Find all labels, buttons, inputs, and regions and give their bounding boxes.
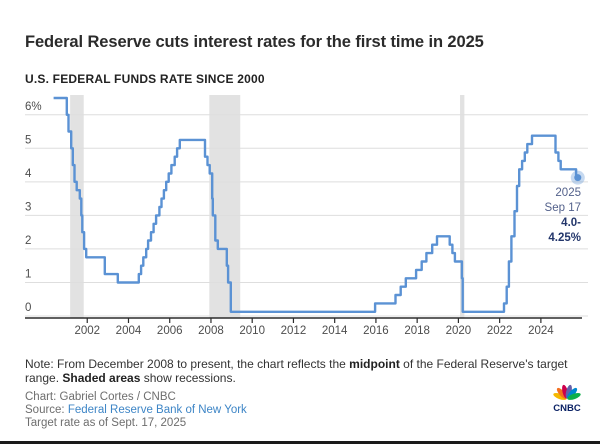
x-axis-label: 2008 [198,325,224,337]
note-text: show recessions. [140,370,236,385]
annotation-value: 4.25% [548,232,581,244]
annotation-date: 2025 [555,187,581,199]
note-text: of the Federal Reserve's target range. [25,357,568,385]
y-axis-label: 6% [25,101,42,113]
source-link[interactable]: Federal Reserve Bank of New York [67,404,247,417]
credit-source-line: Source: Federal Reserve Bank of New York [25,404,465,417]
x-axis-label: 2020 [446,325,472,337]
peacock-feather [567,392,581,400]
x-axis-label: 2014 [322,325,348,337]
end-marker-dot [574,174,582,182]
credit-as-of: Target rate as of Sept. 17, 2025 [25,417,187,430]
x-axis-label: 2010 [239,325,265,337]
note-text: Note: From December 2008 to present, the… [25,357,350,371]
fed-funds-chart: 6% 5 4 3 2 1 0 2002 2004 2006 2008 2010 2012 2014 2016… [25,95,588,337]
y-axis-label: 0 [25,302,31,314]
bottom-divider [0,441,600,444]
page-title: Federal Reserve cuts interest rates for … [25,33,484,52]
y-axis-label: 3 [25,201,31,213]
y-axis-label: 2 [25,235,31,247]
cnbc-logo-text: CNBC [553,403,581,414]
annotation-date: Sep 17 [545,202,581,214]
recession-band [460,95,465,318]
x-axis-label: 2004 [116,325,142,337]
peacock-feather [553,392,567,400]
x-axis-label: 2024 [528,325,554,337]
x-axis-label: 2022 [487,325,513,337]
x-axis-label: 2006 [157,325,183,337]
x-axis-label: 2018 [404,325,430,337]
annotation-value: 4.0- [561,217,581,229]
note-bold-midpoint: midpoint [349,357,400,371]
chart-note: Note: From December 2008 to present, the… [25,357,577,385]
y-axis-label: 4 [25,168,32,180]
credits-block: Chart: Gabriel Cortes / CNBC Source: Fed… [25,391,465,431]
rate-line [53,96,578,313]
x-axis-label: 2016 [363,325,389,337]
chart-subtitle: U.S. FEDERAL FUNDS RATE SINCE 2000 [25,71,265,86]
x-axis-label: 2002 [74,325,100,337]
nbc-peacock-icon: CNBC [553,384,581,414]
x-axis-label: 2012 [281,325,307,337]
y-axis-label: 5 [25,134,31,146]
cnbc-logo: CNBC [546,384,588,419]
recession-band [209,95,241,318]
source-label: Source: [25,404,68,417]
note-bold-shaded-areas: Shaded areas [62,370,141,385]
credit-chart-author: Chart: Gabriel Cortes / CNBC [25,391,176,403]
y-axis-label: 1 [25,268,31,280]
